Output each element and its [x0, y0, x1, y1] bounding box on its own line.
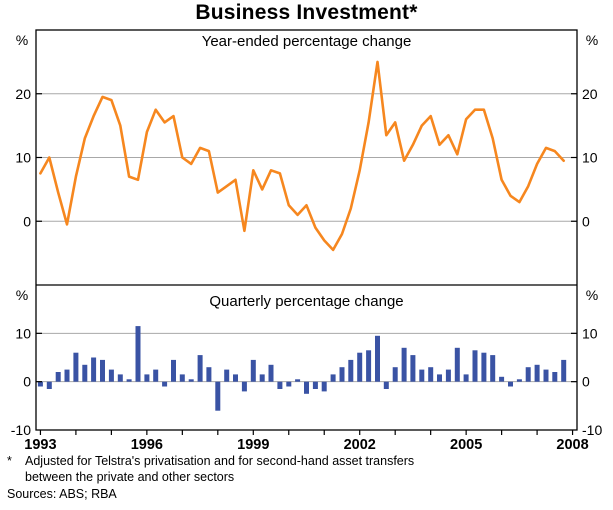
svg-text:20: 20	[15, 86, 31, 102]
svg-text:0: 0	[23, 374, 31, 390]
svg-text:20: 20	[582, 86, 598, 102]
year-ended-line	[39, 60, 566, 252]
svg-text:0: 0	[582, 213, 590, 229]
svg-text:%: %	[586, 287, 598, 303]
sources-line: Sources: ABS; RBA	[7, 487, 117, 501]
svg-text:%: %	[16, 287, 28, 303]
footnote-line-2: between the private and other sectors	[25, 470, 235, 484]
x-axis: 1993 1996 1999 2002 2005 2008	[24, 430, 589, 453]
svg-text:%: %	[16, 32, 28, 48]
svg-text:10: 10	[582, 150, 598, 166]
footnote-text: Adjusted for Telstra's privatisation and…	[25, 453, 414, 485]
svg-text:0: 0	[23, 213, 31, 229]
top-panel-caption: Year-ended percentage change	[201, 33, 412, 50]
chart-title: Business Investment*	[195, 1, 418, 24]
svg-text:-10: -10	[582, 422, 602, 438]
svg-text:1996: 1996	[131, 437, 163, 453]
bottom-panel: -10 -10 0 0 10 10%%	[11, 287, 603, 438]
footnote-line-1: Adjusted for Telstra's privatisation and…	[25, 454, 415, 468]
chart-frame	[35, 29, 578, 431]
svg-text:10: 10	[15, 150, 31, 166]
svg-text:%: %	[586, 32, 598, 48]
svg-text:2008: 2008	[556, 437, 588, 453]
svg-text:-10: -10	[11, 422, 31, 438]
top-panel: 0 0 10 10 20 20%%	[15, 32, 598, 252]
svg-text:1999: 1999	[237, 437, 269, 453]
svg-text:1993: 1993	[24, 437, 56, 453]
svg-text:2005: 2005	[450, 437, 482, 453]
svg-text:2002: 2002	[344, 437, 376, 453]
footnote: * Adjusted for Telstra's privatisation a…	[7, 453, 605, 485]
quarterly-bars	[37, 326, 567, 411]
footnote-marker: *	[7, 454, 12, 468]
svg-text:10: 10	[582, 325, 598, 341]
svg-text:10: 10	[15, 325, 31, 341]
svg-text:0: 0	[582, 374, 590, 390]
bottom-panel-caption: Quarterly percentage change	[209, 293, 404, 310]
